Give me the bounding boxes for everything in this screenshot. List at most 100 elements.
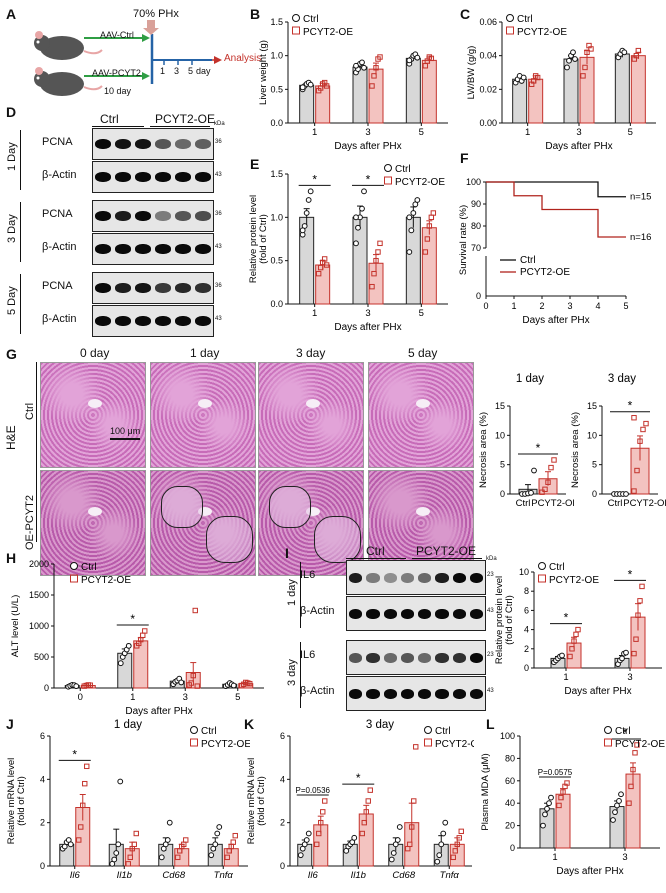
data-point	[359, 59, 365, 66]
he-col-1: 1 day	[190, 346, 220, 360]
panel-label-i: I	[285, 545, 289, 561]
blot-protein-label: IL6	[300, 569, 316, 581]
data-point	[232, 832, 238, 839]
blot-kda-value: 36	[215, 210, 222, 217]
y-tick-label: 10	[495, 430, 505, 440]
chart-mrna-1day: 0 2 4 6 Relative mRNA level (fold of Ctrl) Il6…	[6, 719, 250, 881]
chart-title: 1 day	[114, 719, 142, 731]
data-point	[639, 583, 645, 590]
bar-Ctrl	[352, 66, 368, 124]
blot-band	[400, 572, 414, 583]
survival-line-Ctrl	[486, 181, 626, 198]
data-point	[619, 655, 625, 662]
he-image	[258, 470, 364, 576]
legend-oe-label: PCYT2-OE	[303, 27, 353, 38]
sig-label: *	[130, 612, 135, 626]
data-point	[367, 787, 373, 793]
data-point	[414, 197, 421, 203]
data-point	[545, 479, 551, 485]
data-point	[84, 763, 90, 770]
data-point	[582, 64, 588, 71]
legend-oe-label: PCYT2-OE	[549, 575, 599, 586]
blot-band	[349, 608, 363, 619]
data-point	[359, 830, 365, 837]
legend-oe-marker	[604, 738, 612, 747]
data-point	[542, 811, 548, 818]
aav-ctrl-label: AAV-Ctrl	[100, 30, 134, 40]
y-tick-label: 1.0	[270, 51, 283, 61]
blot-protein-label: β-Actin	[42, 312, 77, 325]
data-point	[158, 854, 165, 861]
data-point	[230, 682, 237, 689]
data-point	[539, 489, 545, 495]
he-vessel	[87, 507, 102, 517]
data-point	[643, 420, 649, 427]
x-axis-label: Days after PHx	[556, 866, 623, 877]
data-point	[361, 188, 367, 195]
blot-band	[135, 316, 151, 326]
chart-mrna-3day: 0 2 4 6 Relative mRNA level (fold of Ctrl) Il6…	[246, 719, 474, 881]
x-tick-label: 1	[312, 127, 317, 138]
x-tick-label: Cd68	[392, 870, 415, 881]
y-tick-label: 0.0	[270, 118, 283, 128]
data-point	[377, 54, 383, 60]
he-col-2: 3 day	[296, 346, 326, 360]
x-tick-label: Il1b	[351, 870, 366, 881]
y-axis-label: Relative mRNA level	[6, 758, 17, 845]
legend-ctrl-label: Ctrl	[81, 562, 97, 573]
data-point	[80, 802, 86, 809]
x-axis-label: Days after PHx	[334, 322, 401, 333]
he-col-0: 0 day	[80, 346, 110, 360]
data-point	[633, 52, 640, 59]
y-tick-label: 1.0	[270, 212, 283, 222]
y-tick-label: 1.5	[270, 169, 283, 179]
blot-day-label: 5 Day	[6, 286, 18, 315]
data-point	[548, 464, 554, 471]
data-point	[322, 798, 328, 804]
blot-band	[418, 608, 432, 619]
bar-PCYT2-OE	[528, 78, 544, 124]
y-tick-label: 6	[524, 605, 529, 615]
he-image	[368, 470, 474, 576]
blot-kda-value: 43	[215, 315, 222, 322]
blot-band	[195, 316, 211, 326]
blot-band	[452, 572, 466, 583]
data-point	[321, 256, 328, 262]
data-point	[571, 638, 577, 644]
blot-strip	[346, 596, 486, 631]
chart-mda: 0 20 40 60 80 100 Plasma MDA (μM) 1 3 P=0.0575 * Da…	[480, 726, 665, 877]
data-point	[396, 824, 403, 830]
blot-band	[115, 172, 131, 182]
y-tick-label: 0	[524, 663, 529, 673]
data-point	[434, 858, 441, 865]
blot-band	[95, 211, 111, 221]
data-point	[631, 415, 637, 421]
legend-ctrl-marker	[384, 164, 392, 172]
blot-band	[418, 572, 432, 583]
data-point	[307, 81, 314, 88]
data-point	[584, 49, 590, 55]
data-point	[637, 438, 643, 444]
data-point	[394, 837, 401, 843]
panel-label-a: A	[6, 6, 17, 22]
panel-label-f: F	[460, 150, 469, 166]
data-point	[540, 822, 546, 829]
blot-i-oe-bracket	[412, 558, 482, 559]
data-point	[377, 240, 383, 247]
legend-oe-marker	[292, 26, 300, 35]
bar-PCYT2-OE	[315, 264, 331, 305]
x-axis-label: Days after PHx	[545, 141, 612, 152]
he-col-3: 5 day	[408, 346, 438, 360]
blot-band	[195, 172, 211, 182]
data-point	[530, 78, 537, 84]
data-point	[430, 210, 437, 216]
legend-oe-label: PCYT2-OE	[435, 739, 474, 750]
y-tick-label: 0	[44, 683, 49, 693]
data-point	[634, 467, 640, 474]
y-tick-label: 60	[505, 776, 515, 786]
phx-label: 70% PHx	[133, 8, 179, 20]
x-tick-label: Tnfα	[440, 870, 460, 881]
data-point	[371, 73, 377, 79]
data-point	[303, 210, 310, 216]
